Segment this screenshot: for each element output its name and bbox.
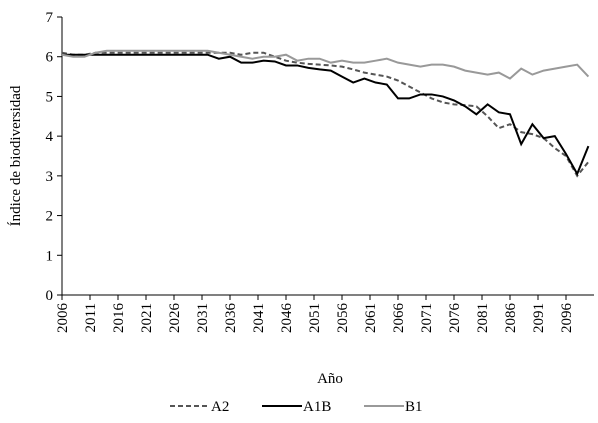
y-tick-label: 1	[46, 248, 54, 264]
y-tick-label: 3	[46, 169, 54, 185]
series-line	[61, 51, 590, 178]
x-axis-title: Año	[317, 371, 343, 387]
series-line	[62, 53, 590, 177]
y-tick-label: 0	[46, 288, 54, 304]
legend-label: A1B	[303, 399, 331, 415]
x-tick-label: 2071	[419, 303, 435, 333]
legend-label: B1	[405, 399, 423, 415]
x-tick-label: 2061	[363, 303, 379, 333]
x-tick-label: 2031	[195, 303, 211, 333]
x-tick-label: 2051	[307, 303, 323, 333]
y-axis-title: Índice de biodiversidad	[7, 85, 24, 226]
y-tick-label: 4	[46, 129, 54, 145]
y-tick-label: 6	[46, 50, 54, 66]
y-tick-label: 7	[46, 10, 54, 26]
x-tick-label: 2066	[391, 303, 407, 334]
x-tick-label: 2021	[139, 303, 155, 333]
x-tick-label: 2081	[475, 303, 491, 333]
x-tick-label: 2076	[447, 303, 463, 334]
x-tick-label: 2091	[531, 303, 547, 333]
x-tick-label: 2046	[279, 303, 295, 334]
x-tick-label: 2016	[111, 303, 127, 334]
x-tick-label: 2041	[251, 303, 267, 333]
x-tick-label: 2036	[223, 303, 239, 334]
x-tick-label: 2096	[559, 303, 575, 334]
y-tick-label: 2	[46, 209, 54, 225]
x-tick-label: 2011	[83, 303, 99, 332]
x-tick-label: 2056	[335, 303, 351, 334]
x-tick-label: 2026	[167, 303, 183, 334]
x-tick-label: 2086	[503, 303, 519, 334]
series-line	[61, 49, 590, 80]
legend-label: A2	[211, 399, 229, 415]
y-tick-label: 5	[46, 89, 54, 105]
x-tick-label: 2006	[55, 303, 71, 334]
